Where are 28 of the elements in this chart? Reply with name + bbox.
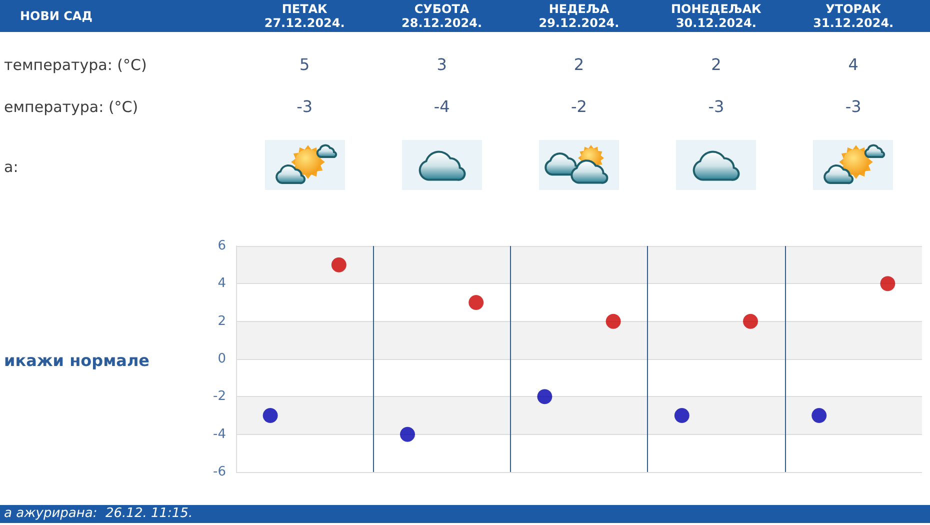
text: температура: (°C) <box>4 56 147 74</box>
data-label: 3 <box>436 55 448 75</box>
text: икажи нормале <box>4 351 150 370</box>
y-tick-label: -6 <box>213 464 226 480</box>
y-tick-label: 2 <box>218 314 226 329</box>
text: НЕДЕЉА 29.12.2024. <box>538 2 620 30</box>
y-tick-label: -4 <box>213 426 226 442</box>
data-label: -2 <box>570 97 588 117</box>
text: НОВИ САД <box>20 9 92 23</box>
data-label: -4 <box>432 97 451 117</box>
data-label: 2 <box>710 55 722 75</box>
data-label: -3 <box>707 97 726 117</box>
text: УТОРАК 31.12.2024. <box>813 2 894 30</box>
text: а ажурирана: 26.12. 11:15. <box>4 506 193 521</box>
text: а: <box>4 158 18 176</box>
y-tick-label: -2 <box>213 389 226 404</box>
text: ПОНЕДЕЉАК 30.12.2024. <box>671 2 762 30</box>
text: ПЕТАК 27.12.2024. <box>264 2 345 30</box>
data-label: 5 <box>298 55 311 75</box>
text: СУБОТА 28.12.2024. <box>402 2 482 30</box>
data-label: -3 <box>844 97 862 117</box>
y-tick-label: 4 <box>218 276 226 292</box>
y-tick-label: 0 <box>218 352 226 366</box>
data-label: -3 <box>296 97 314 117</box>
y-tick-label: 6 <box>218 238 226 254</box>
data-label: 4 <box>847 55 860 75</box>
text: емпература: (°C) <box>4 98 138 116</box>
data-label: 2 <box>572 55 586 75</box>
